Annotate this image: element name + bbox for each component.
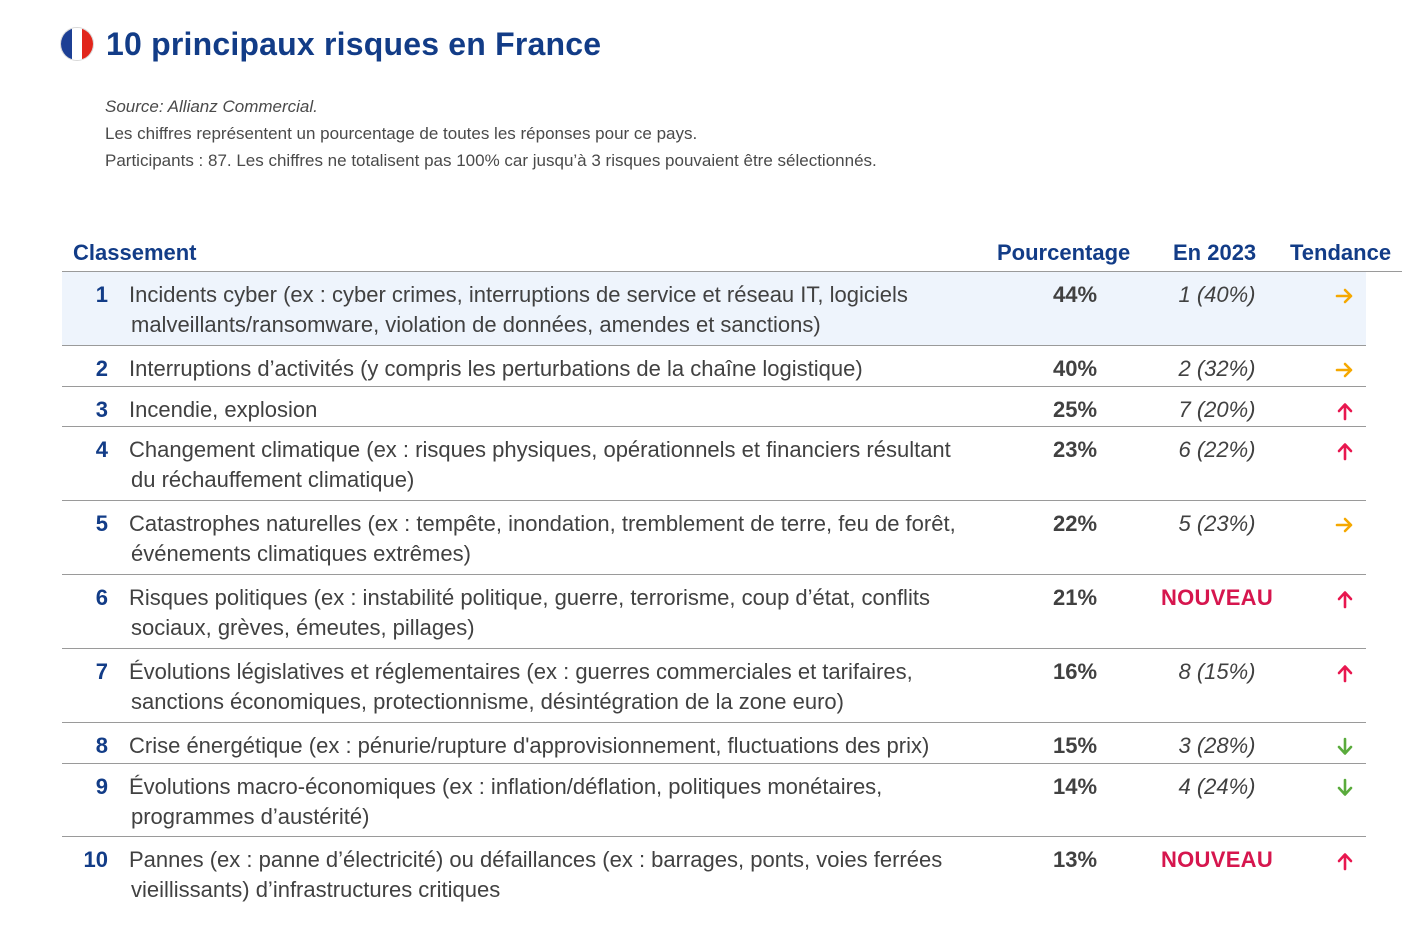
risk-label-line2: du réchauffement climatique) (131, 467, 415, 492)
table-row: 6 Risques politiques (ex : instabilité po… (62, 575, 1366, 649)
risk-label-line2: vieillissants) d’infrastructures critiqu… (131, 877, 501, 902)
rank-number: 8 (95, 733, 108, 758)
risk-label-line1: Catastrophes naturelles (ex : tempête, i… (129, 511, 956, 536)
percentage-value: 40% (1052, 356, 1098, 381)
rank-number: 1 (95, 282, 108, 307)
note-participants: Participants : 87. Les chiffres ne total… (105, 151, 877, 170)
arrow-up-icon (1330, 845, 1360, 875)
risk-label: Risques politiques (ex : instabilité pol… (129, 583, 1029, 643)
title-row: 10 principaux risques en France (60, 24, 601, 64)
percentage-value: 21% (1052, 585, 1098, 610)
page-title: 10 principaux risques en France (106, 25, 602, 62)
previous-rank: 2 (32%) (1178, 356, 1256, 381)
percentage-value: 14% (1052, 774, 1098, 799)
table-row: 5 Catastrophes naturelles (ex : tempête, … (62, 501, 1366, 575)
percentage-value: 13% (1052, 847, 1098, 872)
arrow-up-icon (1330, 435, 1360, 465)
risk-label-line2: événements climatiques extrêmes) (131, 541, 471, 566)
header-2023: En 2023 (1173, 240, 1257, 265)
france-flag-icon (60, 27, 94, 61)
risk-table: 1 Incidents cyber (ex : cyber crimes, int… (62, 272, 1366, 907)
header-percentage: Pourcentage (997, 240, 1131, 265)
risk-label: Changement climatique (ex : risques phys… (129, 435, 1029, 495)
risk-label-line1: Interruptions d’activités (y compris les… (129, 356, 863, 381)
risk-label-line2: malveillants/ransomware, violation de do… (131, 312, 821, 337)
risk-label: Pannes (ex : panne d’électricité) ou déf… (129, 845, 1029, 905)
rank-number: 2 (95, 356, 108, 381)
rank-number: 10 (83, 847, 108, 872)
rank-number: 5 (95, 511, 108, 536)
arrow-up-icon (1330, 395, 1360, 425)
arrow-up-icon (1330, 583, 1360, 613)
risk-label-line1: Évolutions législatives et réglementaire… (129, 659, 913, 684)
percentage-value: 23% (1052, 437, 1098, 462)
table-row: 3 Incendie, explosion 25% 7 (20%) (62, 387, 1366, 427)
previous-rank: 1 (40%) (1178, 282, 1256, 307)
previous-rank: 8 (15%) (1178, 659, 1256, 684)
risk-label-line2: sanctions économiques, protectionnisme, … (131, 689, 844, 714)
risk-label: Incidents cyber (ex : cyber crimes, inte… (129, 280, 1029, 340)
table-row: 9 Évolutions macro-économiques (ex : infl… (62, 764, 1366, 837)
rank-number: 4 (95, 437, 108, 462)
header-rank: Classement (73, 240, 197, 265)
risk-label: Incendie, explosion (129, 395, 1029, 425)
table-row: 4 Changement climatique (ex : risques phy… (62, 427, 1366, 501)
table-row: 2 Interruptions d’activités (y compris le… (62, 346, 1366, 387)
table-row: 8 Crise énergétique (ex : pénurie/rupture… (62, 723, 1366, 764)
risk-label-line1: Évolutions macro-économiques (ex : infla… (129, 774, 883, 799)
risk-label: Crise énergétique (ex : pénurie/rupture … (129, 731, 1029, 761)
percentage-value: 25% (1052, 397, 1098, 422)
rank-number: 6 (95, 585, 108, 610)
risk-label-line1: Incidents cyber (ex : cyber crimes, inte… (129, 282, 908, 307)
risk-label-line1: Risques politiques (ex : instabilité pol… (129, 585, 930, 610)
rank-number: 3 (95, 397, 108, 422)
percentage-value: 16% (1052, 659, 1098, 684)
table-header: Classement Pourcentage En 2023 Tendance (62, 236, 1402, 272)
risk-label: Catastrophes naturelles (ex : tempête, i… (129, 509, 1029, 569)
arrow-down-icon (1330, 731, 1360, 761)
percentage-value: 22% (1052, 511, 1098, 536)
table-row: 7 Évolutions législatives et réglementair… (62, 649, 1366, 723)
new-badge: NOUVEAU (1160, 847, 1274, 872)
rank-number: 7 (95, 659, 108, 684)
risk-label: Interruptions d’activités (y compris les… (129, 354, 1029, 384)
previous-rank: 7 (20%) (1178, 397, 1256, 422)
risk-label-line2: programmes d’austérité) (131, 804, 370, 829)
table-row: 1 Incidents cyber (ex : cyber crimes, int… (62, 272, 1366, 346)
risk-label-line1: Incendie, explosion (129, 397, 318, 422)
previous-rank: 4 (24%) (1178, 774, 1256, 799)
arrow-down-icon (1330, 772, 1360, 802)
risk-label-line2: sociaux, grèves, émeutes, pillages) (131, 615, 475, 640)
previous-rank: 3 (28%) (1178, 733, 1256, 758)
percentage-value: 44% (1052, 282, 1098, 307)
note-percentage: Les chiffres représentent un pourcentage… (105, 124, 698, 143)
percentage-value: 15% (1052, 733, 1098, 758)
risk-label: Évolutions macro-économiques (ex : infla… (129, 772, 1029, 832)
previous-rank: 5 (23%) (1178, 511, 1256, 536)
notes: Source: Allianz Commercial. Les chiffres… (105, 93, 877, 174)
source-note: Source: Allianz Commercial. (105, 97, 318, 116)
risk-label-line1: Crise énergétique (ex : pénurie/rupture … (129, 733, 930, 758)
arrow-right-icon (1330, 280, 1360, 310)
table-row: 10 Pannes (ex : panne d’électricité) ou d… (62, 837, 1366, 907)
header-trend: Tendance (1290, 240, 1392, 265)
arrow-up-icon (1330, 657, 1360, 687)
risk-label-line1: Pannes (ex : panne d’électricité) ou déf… (129, 847, 943, 872)
new-badge: NOUVEAU (1160, 585, 1274, 610)
risk-label: Évolutions législatives et réglementaire… (129, 657, 1029, 717)
arrow-right-icon (1330, 509, 1360, 539)
risk-label-line1: Changement climatique (ex : risques phys… (129, 437, 951, 462)
previous-rank: 6 (22%) (1178, 437, 1256, 462)
rank-number: 9 (95, 774, 108, 799)
arrow-right-icon (1330, 354, 1360, 384)
